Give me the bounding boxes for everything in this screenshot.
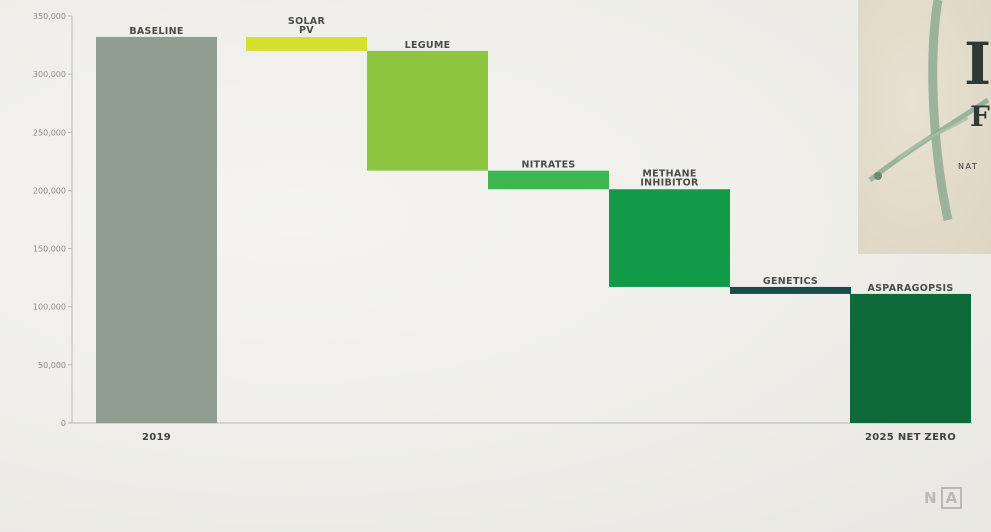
brand-subletter: F bbox=[970, 100, 990, 133]
watermark-box-letter: A bbox=[940, 487, 963, 509]
y-tick-label: 200,000 bbox=[33, 186, 66, 195]
brand-logo-panel: I F NAT bbox=[858, 0, 991, 254]
y-tick-label: 250,000 bbox=[33, 128, 66, 137]
y-tick-label: 100,000 bbox=[33, 303, 66, 312]
bar-nitrates bbox=[488, 170, 609, 190]
bar-label: LEGUME bbox=[405, 40, 451, 51]
bar-label: METHANE bbox=[642, 168, 696, 179]
x-tick-label: 2025 NET ZERO bbox=[865, 432, 956, 443]
bar-label: INHIBITOR bbox=[640, 177, 699, 188]
y-tick-label: 350,000 bbox=[33, 12, 66, 21]
bar-label: PV bbox=[299, 25, 314, 36]
bar-label: BASELINE bbox=[129, 26, 183, 37]
watermark: N A bbox=[924, 487, 963, 509]
x-tick-label: 2019 bbox=[142, 432, 171, 443]
bar-genetics bbox=[730, 286, 851, 294]
y-tick-label: 50,000 bbox=[38, 361, 66, 370]
bar-solar-pv bbox=[246, 36, 367, 51]
y-tick-label: 150,000 bbox=[33, 245, 66, 254]
brand-letter: I bbox=[964, 30, 991, 98]
bar-label: SOLAR bbox=[288, 16, 326, 27]
bar-label: ASPARAGOPSIS bbox=[868, 283, 954, 294]
watermark-letter: N bbox=[924, 489, 937, 507]
bar-methane-inhibitor bbox=[609, 189, 730, 287]
brand-tagline: NAT bbox=[958, 162, 979, 171]
bar-label: NITRATES bbox=[521, 160, 575, 171]
bar-asparagopsis bbox=[850, 293, 971, 423]
y-tick-label: 0 bbox=[61, 419, 66, 428]
bar-baseline bbox=[96, 36, 217, 423]
leaf-sprig-icon bbox=[868, 0, 990, 221]
bar-legume bbox=[367, 50, 488, 171]
bar-label: GENETICS bbox=[763, 276, 818, 287]
y-tick-label: 300,000 bbox=[33, 70, 66, 79]
